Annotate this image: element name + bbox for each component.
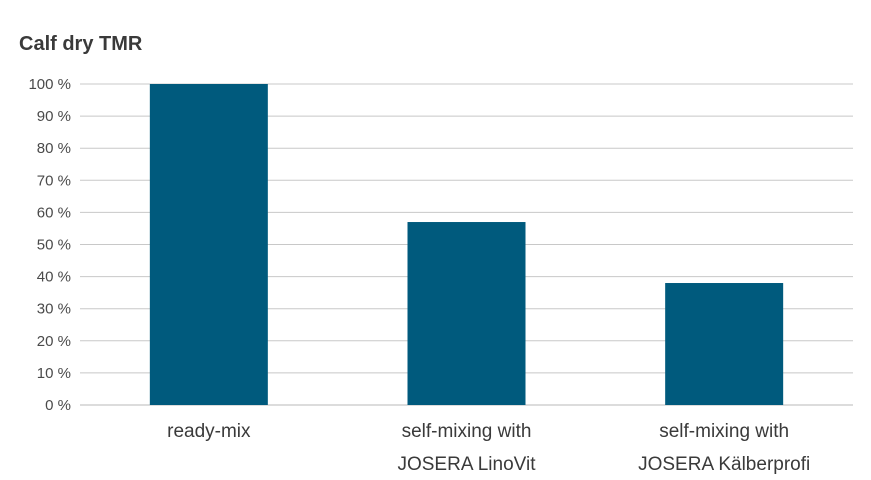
y-axis-ticks: 0 % 10 % 20 % 30 % 40 % 50 % 60 % 70 % 80 % 90 % 1… xyxy=(28,76,71,414)
y-tick-label: 80 % xyxy=(37,140,71,157)
y-tick-label: 70 % xyxy=(37,172,71,189)
y-tick-label: 90 % xyxy=(37,108,71,125)
bar xyxy=(149,84,268,405)
x-category-label: self-mixing with JOSERA LinoVit xyxy=(397,421,536,475)
y-tick-label: 0 % xyxy=(45,397,71,414)
bar xyxy=(665,283,784,405)
y-tick-label: 100 % xyxy=(28,76,71,93)
chart-title: Calf dry TMR xyxy=(19,33,143,55)
y-tick-label: 30 % xyxy=(37,301,71,318)
x-category-label: ready-mix xyxy=(167,421,251,442)
y-tick-label: 10 % xyxy=(37,365,71,382)
y-tick-label: 20 % xyxy=(37,333,71,350)
bars xyxy=(149,84,784,405)
x-category-label: self-mixing with JOSERA Kälberprofi xyxy=(638,421,810,475)
x-axis-labels: ready-mix self-mixing with JOSERA LinoVit s… xyxy=(167,421,810,475)
y-tick-label: 50 % xyxy=(37,237,71,254)
y-tick-label: 40 % xyxy=(37,269,71,286)
bar xyxy=(407,222,526,405)
y-tick-label: 60 % xyxy=(37,204,71,221)
